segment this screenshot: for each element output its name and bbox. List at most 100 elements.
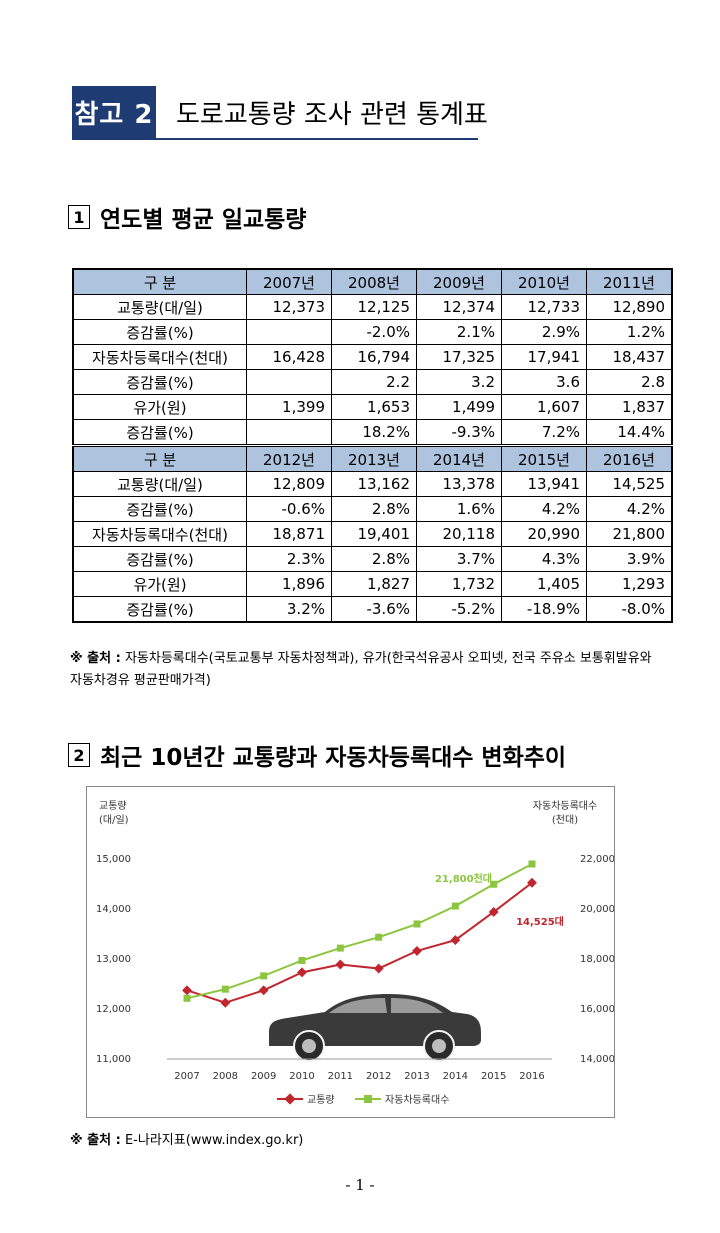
- value-cell: -2.0%: [331, 319, 417, 345]
- header-label-cell: 구 분: [72, 444, 247, 472]
- value-cell: 7.2%: [501, 419, 587, 446]
- table-row: 교통량(대/일) 12,809 13,162 13,378 13,941 14,525: [72, 471, 673, 497]
- traffic-point: [335, 959, 346, 970]
- chart-legend: 교통량 자동차등록대수: [277, 1093, 449, 1106]
- traffic-point: [527, 877, 537, 888]
- value-cell: 16,428: [246, 344, 332, 370]
- row-label-cell: 유가(원): [72, 571, 247, 597]
- left-tick-label: 14,000: [96, 904, 131, 915]
- value-cell: 2.9%: [501, 319, 587, 345]
- value-cell: 21,800: [586, 521, 673, 547]
- traffic-point: [220, 997, 231, 1008]
- table-row: 증감률(%) 3.2% -3.6% -5.2% -18.9% -8.0%: [72, 596, 673, 623]
- value-cell: 2.2: [331, 369, 417, 395]
- left-tick-label: 12,000: [96, 1004, 131, 1015]
- trend-chart-svg: 교통량 (대/일) 자동차등록대수 (천대) 11,000 12,000 13,00…: [96, 800, 614, 1106]
- table-source-note: ※ 출처 : 자동차등록대수(국토교통부 자동차정책과), 유가(한국석유공사 …: [70, 648, 660, 692]
- table-header-row: 구 분 2007년 2008년 2009년 2010년 2011년: [72, 268, 673, 295]
- row-label-cell: 증감률(%): [72, 369, 247, 395]
- left-tick-label: 13,000: [96, 954, 131, 965]
- value-cell: 17,941: [501, 344, 587, 370]
- chart-source-note: ※ 출처 : E-나라지표(www.index.go.kr): [70, 1130, 660, 1152]
- value-cell: 1,399: [246, 394, 332, 420]
- series-line-0: [186, 881, 533, 1004]
- registered-cars-point: [413, 920, 421, 928]
- header-year-cell: 2012년: [246, 444, 332, 472]
- table-row: 증감률(%) 2.3% 2.8% 3.7% 4.3% 3.9%: [72, 546, 673, 572]
- row-label-cell: 증감률(%): [72, 319, 247, 345]
- x-tick-label: 2014: [443, 1071, 468, 1082]
- header-year-cell: 2016년: [586, 444, 673, 472]
- source-text: 자동차등록대수(국토교통부 자동차정책과), 유가(한국석유공사 오피넷, 전국…: [70, 651, 652, 688]
- value-cell: -0.6%: [246, 496, 332, 522]
- header-year-cell: 2014년: [416, 444, 502, 472]
- table-row: 자동차등록대수(천대) 18,871 19,401 20,118 20,990 21,80…: [72, 521, 673, 547]
- row-label-cell: 증감률(%): [72, 419, 247, 446]
- header-label-cell: 구 분: [72, 268, 247, 295]
- value-cell: -18.9%: [501, 596, 587, 623]
- series-line-1: [186, 863, 533, 1000]
- value-cell: 2.8: [586, 369, 673, 395]
- value-cell: 18.2%: [331, 419, 417, 446]
- x-tick-label: 2008: [213, 1071, 238, 1082]
- traffic-point: [182, 985, 192, 996]
- right-tick-label: 22,000: [580, 854, 614, 865]
- value-cell: 20,118: [416, 521, 502, 547]
- value-cell: 1,827: [331, 571, 417, 597]
- traffic-stats-table: 구 분 2007년 2008년 2009년 2010년 2011년 교통량(대/일) 12,3…: [72, 268, 673, 623]
- value-cell: 3.9%: [586, 546, 673, 572]
- header-year-cell: 2007년: [246, 268, 332, 295]
- annotation-registered-cars: 21,800천대: [435, 872, 492, 885]
- table-row: 유가(원) 1,896 1,827 1,732 1,405 1,293: [72, 571, 673, 597]
- value-cell: 1,732: [416, 571, 502, 597]
- value-cell: -9.3%: [416, 419, 502, 446]
- section-1-heading: 1 연도별 평균 일교통량: [68, 200, 306, 234]
- table-row: 증감률(%) -0.6% 2.8% 1.6% 4.2% 4.2%: [72, 496, 673, 522]
- row-label-cell: 증감률(%): [72, 546, 247, 572]
- registered-cars-point: [298, 956, 306, 964]
- table-row: 증감률(%) -2.0% 2.1% 2.9% 1.2%: [72, 319, 673, 345]
- value-cell: 2.3%: [246, 546, 332, 572]
- registered-cars-point: [451, 902, 459, 910]
- value-cell: [246, 419, 332, 446]
- x-tick-label: 2012: [366, 1071, 391, 1082]
- annotation-traffic: 14,525대: [516, 915, 564, 928]
- value-cell: 12,374: [416, 294, 502, 320]
- header-year-cell: 2008년: [331, 268, 417, 295]
- traffic-point: [258, 985, 269, 996]
- value-cell: -5.2%: [416, 596, 502, 623]
- row-label-cell: 자동차등록대수(천대): [72, 344, 247, 370]
- value-cell: 1.6%: [416, 496, 502, 522]
- trend-chart: 교통량 (대/일) 자동차등록대수 (천대) 11,000 12,000 13,00…: [86, 786, 615, 1118]
- x-tick-label: 2016: [519, 1071, 544, 1082]
- header-year-cell: 2013년: [331, 444, 417, 472]
- value-cell: 1,837: [586, 394, 673, 420]
- traffic-point: [412, 945, 422, 956]
- value-cell: 13,162: [331, 471, 417, 497]
- right-tick-label: 20,000: [580, 904, 614, 915]
- x-tick-label: 2007: [174, 1071, 199, 1082]
- source-mark-2: ※ 출처 :: [70, 1133, 121, 1148]
- right-axis-label-line1: 자동차등록대수: [533, 800, 597, 812]
- registered-cars-point: [336, 944, 344, 952]
- value-cell: 20,990: [501, 521, 587, 547]
- value-cell: 12,733: [501, 294, 587, 320]
- value-cell: 14.4%: [586, 419, 673, 446]
- value-cell: 18,437: [586, 344, 673, 370]
- value-cell: 1,896: [246, 571, 332, 597]
- reference-badge: 참고 2: [72, 86, 156, 138]
- traffic-point: [297, 967, 307, 978]
- value-cell: 12,125: [331, 294, 417, 320]
- legend-registered-cars: 자동차등록대수: [385, 1094, 449, 1106]
- value-cell: 1.2%: [586, 319, 673, 345]
- section-2-title: 최근 10년간 교통량과 자동차등록대수 변화추이: [100, 745, 567, 771]
- page-title: 도로교통량 조사 관련 통계표: [176, 99, 488, 130]
- value-cell: 2.1%: [416, 319, 502, 345]
- registered-cars-point: [183, 994, 191, 1002]
- row-label-cell: 증감률(%): [72, 496, 247, 522]
- value-cell: 19,401: [331, 521, 417, 547]
- value-cell: 4.3%: [501, 546, 587, 572]
- value-cell: -8.0%: [586, 596, 673, 623]
- value-cell: 1,607: [501, 394, 587, 420]
- value-cell: 1,293: [586, 571, 673, 597]
